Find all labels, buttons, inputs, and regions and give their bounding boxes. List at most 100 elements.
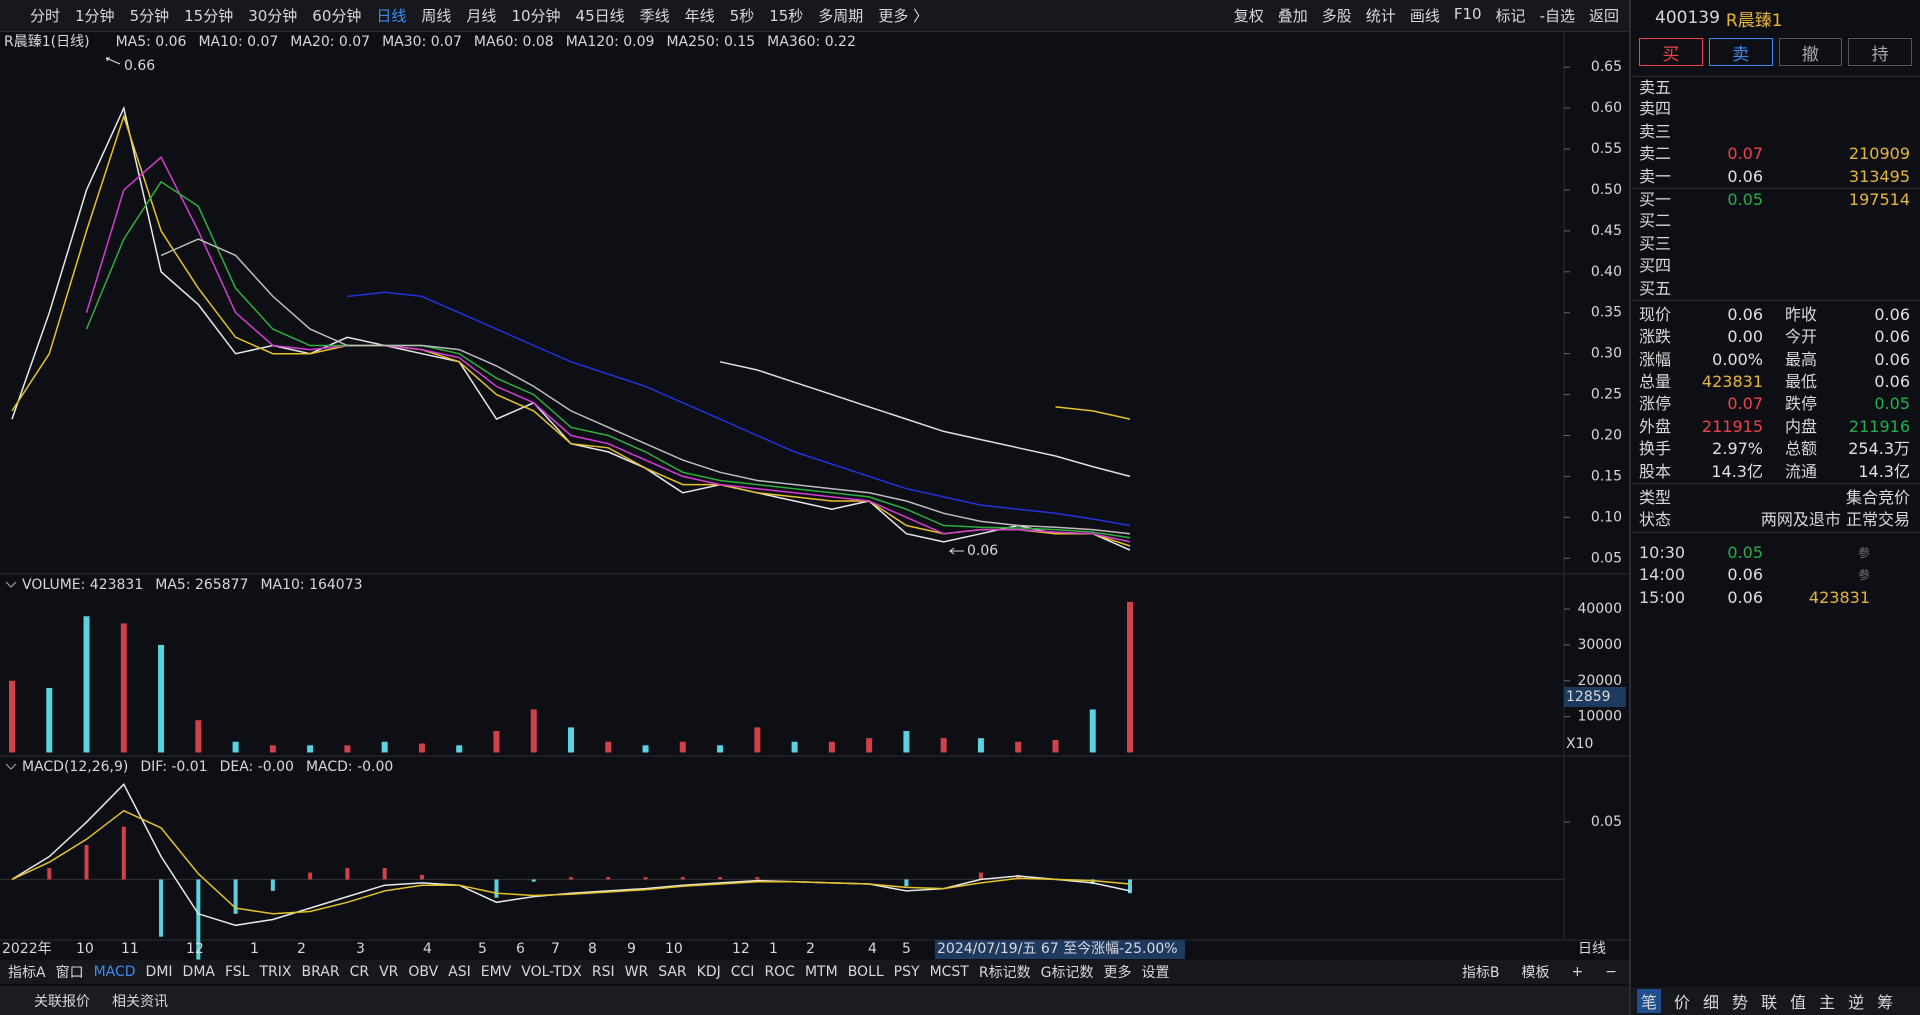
quote-tab[interactable]: 筹 [1877,993,1894,1012]
volume-bar [903,730,910,753]
legend-item: MA120: 0.09 [566,34,655,50]
indicator-tab[interactable]: G标记数 [1040,965,1094,981]
stock-code: 400139 [1655,8,1720,28]
macd-bar [606,877,611,880]
trade-button[interactable]: 持 [1848,38,1912,66]
indicator-tab[interactable]: 设置 [1141,965,1170,981]
tool-button[interactable]: -自选 [1539,7,1575,25]
period-tab[interactable]: 年线 [684,7,715,25]
indicator-tab[interactable]: ROC [764,964,795,980]
indicator-tab[interactable]: + [1571,964,1584,980]
bottom-tab[interactable]: 相关资讯 [112,993,168,1010]
indicator-tab[interactable]: BRAR [301,964,340,980]
quote-header: 400139 R晨臻1 [1631,0,1920,36]
period-tab[interactable]: 月线 [466,7,497,25]
period-tab[interactable]: 周线 [421,7,452,25]
period-tab[interactable]: 1分钟 [75,7,115,25]
trade-button[interactable]: 买 [1639,38,1703,66]
indicator-tab[interactable]: − [1605,964,1617,980]
tool-button[interactable]: 叠加 [1277,7,1308,25]
y-tick-label: 0.20 [1591,427,1622,443]
period-tab[interactable]: 更多 〉 [878,7,929,25]
dea-line [11,809,1131,915]
indicator-tab[interactable]: ASI [448,964,471,980]
book-label: 卖五 [1639,78,1672,97]
stat-row: 涨跌 0.00 今开 0.06 [1631,326,1920,348]
period-tab[interactable]: 15分钟 [184,7,234,25]
stat-cell: 最低 [1785,372,1818,392]
indicator-tab[interactable]: KDJ [696,964,721,980]
period-tab[interactable]: 60分钟 [312,7,362,25]
period-tab[interactable]: 45日线 [575,7,625,25]
quote-tab[interactable]: 值 [1790,993,1807,1012]
legend-item: MA20: 0.07 [290,34,370,50]
indicator-tab[interactable]: TRIX [259,964,292,980]
indicator-tab[interactable]: 窗口 [55,965,84,981]
period-tab[interactable]: 5分钟 [129,7,170,25]
indicator-tab[interactable]: SAR [658,964,687,980]
indicator-tab[interactable]: OBV [408,964,439,980]
quote-tab[interactable]: 逆 [1848,993,1865,1012]
period-tab[interactable]: 分时 [30,7,61,25]
book-label: 卖二 [1639,144,1672,164]
period-tab[interactable]: 30分钟 [248,7,298,25]
legend-item: MACD(12,26,9) [22,759,128,775]
indicator-tab[interactable]: FSL [224,964,250,980]
period-tab[interactable]: 15秒 [769,7,804,25]
indicator-tab[interactable]: MCST [929,964,969,980]
tool-button[interactable]: 复权 [1233,7,1264,25]
quote-tab[interactable]: 笔 [1637,989,1662,1013]
indicator-tab[interactable]: DMA [182,964,215,980]
book-price: 0.06 [1727,166,1763,186]
stat-cell: 0.06 [1874,372,1910,392]
period-tab[interactable]: 日线 [376,7,407,25]
quote-tab[interactable]: 细 [1703,993,1720,1012]
tool-button[interactable]: F10 [1453,5,1482,23]
indicator-tab[interactable]: 指标B [1461,965,1500,981]
indicator-tab[interactable]: RSI [591,964,615,980]
tool-button[interactable]: 统计 [1365,7,1396,25]
tool-button[interactable]: 画线 [1409,7,1440,25]
quote-tab[interactable]: 联 [1761,993,1778,1012]
indicator-tab[interactable]: WR [624,964,649,980]
trade-button[interactable]: 撤 [1778,38,1843,66]
period-tab[interactable]: 5秒 [729,7,755,25]
volume-bar [940,738,947,753]
trade-button[interactable]: 卖 [1708,38,1773,66]
quote-tab[interactable]: 势 [1732,993,1749,1012]
indicator-tab[interactable]: BOLL [847,964,884,980]
stat-cell: 总额 [1785,439,1818,459]
book-row: 卖五 [1631,76,1920,98]
indicator-tab[interactable]: CCI [730,964,755,980]
indicator-tab[interactable]: MACD [93,964,136,980]
quote-tab[interactable]: 主 [1819,993,1836,1012]
indicator-tab[interactable]: CR [349,964,370,980]
indicator-tab[interactable]: 模板 [1521,965,1550,981]
volume-bar [754,727,761,753]
indicator-tab[interactable]: 更多 [1103,965,1132,981]
period-tab[interactable]: 季线 [639,7,670,25]
collapse-icon [5,581,17,588]
indicator-tab[interactable]: R标记数 [978,965,1031,981]
volume-bar [269,745,276,753]
indicator-tab[interactable]: 指标A [8,965,46,981]
tool-button[interactable]: 标记 [1495,7,1526,25]
indicator-tab[interactable]: VR [379,964,399,980]
bottom-tab[interactable]: 关联报价 [34,993,90,1010]
indicator-tab[interactable]: PSY [893,964,920,980]
indicator-tab[interactable]: MTM [804,964,838,980]
indicator-tab[interactable]: VOL-TDX [521,964,582,980]
indicator-tabs: 指标A 窗口 MACD DMI DMA FSL TRIX BRAR CR VR OBV ASI EMV V… [0,960,1629,984]
stat-cell: 0.07 [1727,394,1763,414]
indicator-tab[interactable]: EMV [480,964,512,980]
indicator-tab[interactable]: DMI [145,964,173,980]
quote-tab[interactable]: 价 [1674,993,1691,1012]
tool-button[interactable]: 返回 [1588,7,1619,25]
macd-bar [1016,874,1021,880]
macd-bar [270,879,275,891]
tick-price: 0.06 [1727,565,1763,585]
volume-bar [344,745,351,753]
period-tab[interactable]: 10分钟 [511,7,561,25]
period-tab[interactable]: 多周期 [818,7,864,25]
tool-button[interactable]: 多股 [1321,7,1352,25]
